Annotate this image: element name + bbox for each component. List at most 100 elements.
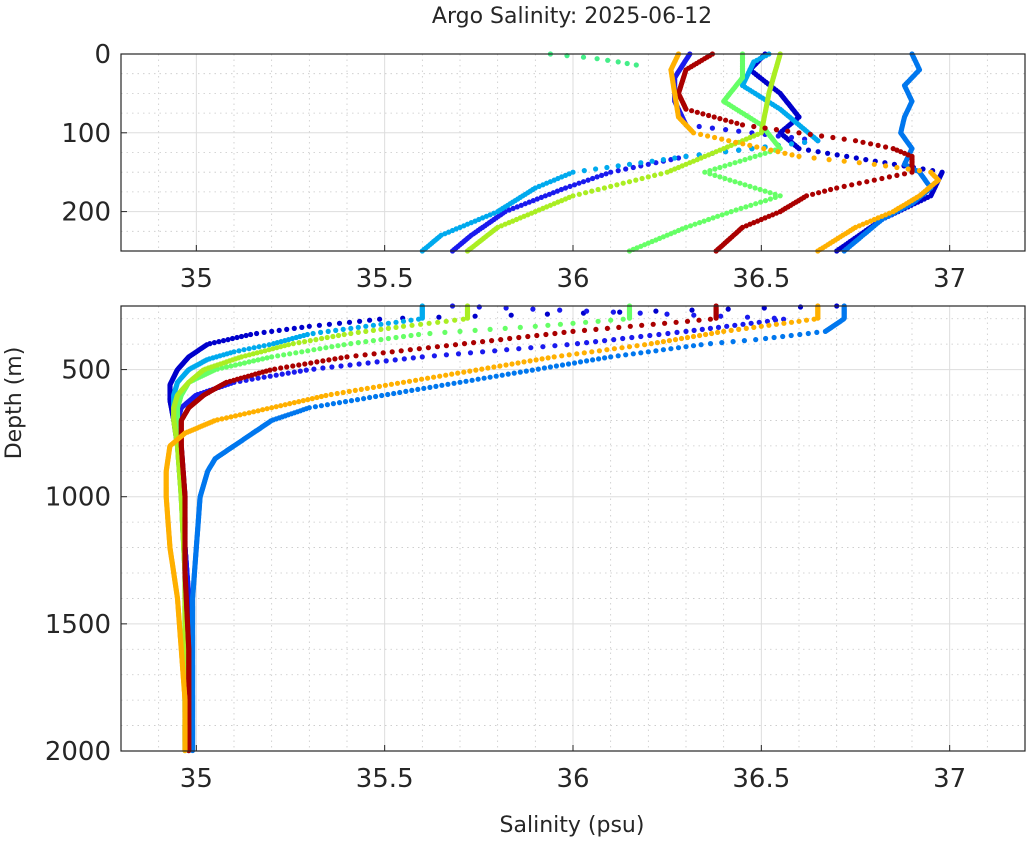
data-point	[510, 205, 516, 211]
data-point	[756, 319, 762, 325]
data-point	[251, 345, 257, 351]
data-point	[394, 380, 401, 386]
data-point	[662, 320, 668, 326]
data-point	[717, 164, 723, 171]
data-point	[638, 350, 644, 356]
data-point	[400, 333, 407, 340]
data-point	[664, 169, 670, 175]
data-point	[574, 341, 581, 347]
data-point	[763, 335, 769, 342]
data-point	[545, 322, 551, 328]
data-point	[785, 128, 791, 134]
data-point	[576, 191, 582, 197]
data-point	[652, 172, 658, 178]
data-point	[736, 147, 742, 153]
data-point	[788, 134, 795, 141]
data-point	[811, 155, 817, 161]
data-point	[639, 175, 645, 182]
data-point	[271, 341, 277, 347]
x-tick-label: 37	[933, 764, 966, 794]
data-point	[868, 141, 874, 147]
data-point	[544, 311, 551, 317]
data-point	[464, 315, 471, 321]
data-point	[707, 171, 713, 177]
data-point	[584, 358, 590, 364]
data-point	[715, 324, 722, 330]
data-point	[691, 327, 697, 333]
data-point	[443, 318, 449, 324]
y-tick-label: 100	[61, 119, 111, 149]
data-point	[841, 158, 847, 164]
data-point	[243, 332, 249, 339]
data-point	[282, 402, 288, 408]
data-point	[355, 324, 361, 330]
data-point	[728, 327, 734, 333]
data-point	[803, 317, 810, 323]
data-point	[747, 155, 753, 161]
data-point	[856, 160, 862, 166]
data-point	[758, 323, 764, 329]
data-point	[246, 410, 252, 416]
data-point	[724, 323, 730, 329]
data-point	[576, 180, 582, 186]
data-point	[626, 315, 633, 321]
data-point	[610, 309, 617, 315]
data-point	[626, 344, 633, 350]
data-point	[427, 384, 433, 390]
data-point	[570, 320, 576, 326]
data-point	[377, 316, 383, 322]
data-point	[675, 345, 682, 351]
data-point	[754, 144, 760, 150]
data-point	[684, 334, 691, 341]
data-point	[727, 177, 733, 183]
data-point	[772, 317, 779, 323]
data-point	[697, 332, 703, 339]
data-point	[442, 329, 448, 335]
data-point	[594, 174, 600, 180]
data-point	[736, 128, 742, 134]
data-point	[533, 357, 539, 363]
data-point	[675, 155, 682, 161]
data-point	[285, 370, 291, 376]
data-point	[340, 389, 346, 396]
data-point	[535, 366, 541, 372]
data-point	[284, 326, 290, 332]
data-point	[491, 364, 497, 370]
data-point	[266, 347, 272, 353]
data-point	[408, 317, 414, 323]
data-point	[370, 338, 376, 344]
data-point	[476, 304, 482, 310]
y-tick-label: 1500	[45, 610, 111, 640]
data-point	[719, 136, 725, 142]
data-point	[434, 344, 440, 350]
data-point	[419, 376, 425, 382]
data-point	[580, 179, 587, 185]
data-point	[901, 171, 908, 177]
chart-title: Argo Salinity: 2025-06-12	[432, 4, 712, 29]
data-point	[433, 383, 439, 389]
data-point	[507, 335, 513, 342]
data-point	[593, 166, 599, 172]
data-point	[658, 171, 664, 177]
data-point	[291, 325, 297, 331]
data-point	[654, 340, 661, 346]
data-point	[762, 125, 768, 131]
data-point	[361, 396, 367, 402]
data-point	[539, 356, 545, 362]
data-point	[299, 324, 305, 330]
data-point	[757, 152, 763, 158]
data-point	[717, 174, 723, 180]
data-point	[391, 390, 397, 397]
data-point	[302, 339, 308, 345]
data-point	[707, 325, 714, 331]
data-point	[455, 351, 462, 357]
data-point	[264, 406, 270, 412]
data-point	[605, 57, 611, 63]
data-point	[581, 350, 587, 356]
data-point	[559, 353, 565, 359]
data-point	[340, 326, 346, 332]
data-point	[228, 414, 234, 420]
series-profile-8	[178, 303, 719, 754]
data-point	[879, 175, 885, 182]
data-point	[530, 306, 536, 312]
